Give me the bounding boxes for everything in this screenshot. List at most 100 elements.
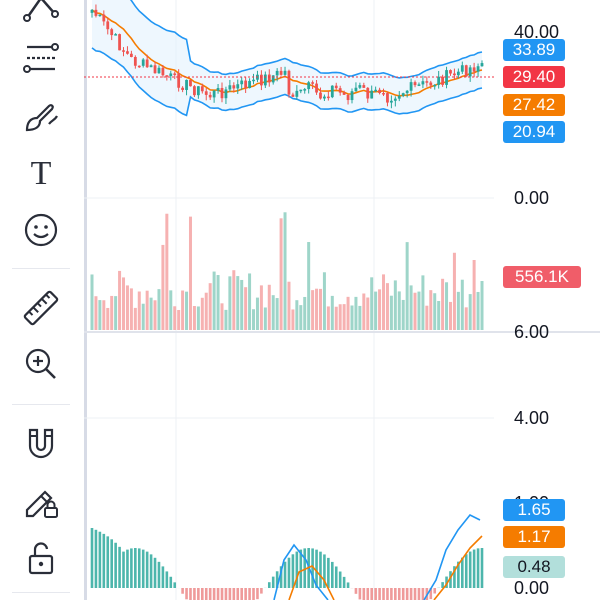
brush-icon <box>25 104 58 132</box>
macd-histogram-bar <box>189 588 192 600</box>
macd-histogram-bar <box>346 582 350 588</box>
bollinger-lower-line <box>91 47 483 117</box>
ruler-icon <box>23 290 59 326</box>
volume-bar <box>188 216 192 330</box>
candle-body <box>216 87 220 91</box>
macd-histogram-bar <box>169 576 173 588</box>
macd-histogram-bar <box>397 588 401 600</box>
candle-body <box>279 70 283 75</box>
candle-body <box>157 67 161 74</box>
macd-histogram-bar <box>338 571 342 588</box>
volume-bar <box>468 294 472 330</box>
volume-bar <box>318 288 322 330</box>
chart-canvas[interactable] <box>84 0 600 600</box>
text-icon: T <box>31 155 52 192</box>
macd-histogram-bar <box>165 571 169 588</box>
smiley-icon <box>24 213 58 247</box>
macd-histogram-bar <box>449 571 452 588</box>
macd-histogram-bar <box>461 557 464 588</box>
volume-bar <box>129 288 133 330</box>
volume-bar <box>291 309 295 330</box>
macd-histogram-bar <box>271 576 275 588</box>
macd-histogram-bar <box>94 529 98 588</box>
candle-body <box>291 94 295 97</box>
candle-body <box>240 80 244 85</box>
volume-bar <box>338 304 342 330</box>
candle-body <box>252 79 255 82</box>
measure-tool[interactable] <box>16 286 66 330</box>
candle-body <box>110 29 114 36</box>
macd-histogram-bar <box>236 588 240 600</box>
zoom-tool[interactable] <box>16 342 66 386</box>
macd-histogram-bar <box>252 588 255 600</box>
upper-band-badge: 33.89 <box>503 39 565 61</box>
candle-body <box>212 90 216 98</box>
volume-bar <box>397 291 401 330</box>
volume-bar <box>389 295 393 330</box>
macd-histogram-bar <box>429 588 433 600</box>
volume-bar <box>405 242 409 330</box>
volume-bar <box>460 279 464 330</box>
text-tool[interactable]: T <box>16 150 66 194</box>
fib-tool[interactable] <box>16 36 66 80</box>
candle-body <box>149 65 153 68</box>
signal-line-segment <box>433 535 483 600</box>
volume-bar <box>322 272 326 330</box>
macd-histogram-bar <box>145 551 149 588</box>
volume-bar <box>216 275 220 330</box>
trend-line-tool[interactable] <box>16 0 66 26</box>
magnet-tool[interactable] <box>16 422 66 466</box>
candle-body <box>161 67 165 76</box>
macd-histogram-bar <box>126 549 129 588</box>
volume-bar <box>196 306 200 330</box>
volume-bar <box>401 299 405 330</box>
lock-drawings-tool[interactable] <box>16 478 66 522</box>
chart-area[interactable]: 40.00 0.00 6.00 4.00 1.00 0.00 <box>84 0 600 600</box>
candle-body <box>181 87 185 90</box>
volume-bar <box>177 309 181 330</box>
volume-bar <box>311 290 315 330</box>
macd-histogram-bar <box>457 561 460 588</box>
macd-histogram-bar <box>204 588 208 600</box>
candle-body <box>472 67 476 72</box>
volume-bar <box>476 291 480 330</box>
macd-line-segment <box>273 543 329 600</box>
candle-body <box>338 88 342 93</box>
candle-body <box>271 75 275 83</box>
macd-histogram-bar <box>267 582 271 588</box>
macd-histogram-bar <box>468 551 472 588</box>
macd-histogram-bar <box>311 548 314 588</box>
volume-bar <box>161 244 165 330</box>
volume-bar <box>417 291 421 330</box>
macd-histogram-bar <box>118 546 121 588</box>
volume-bar <box>145 290 149 330</box>
candle-body <box>145 59 149 68</box>
candle-body <box>122 50 125 52</box>
candle-body <box>397 95 401 99</box>
macd-histogram-bar <box>149 554 153 588</box>
candle-body <box>177 73 181 88</box>
lock-tool[interactable] <box>16 536 66 580</box>
volume-bar <box>334 306 338 330</box>
chart-left-border <box>84 0 87 600</box>
brush-tool[interactable] <box>16 94 66 138</box>
volume-bar <box>275 298 279 330</box>
macd-histogram-bar <box>441 582 444 588</box>
emoji-tool[interactable] <box>16 208 66 252</box>
volume-bar <box>252 309 256 330</box>
candle-body <box>153 65 157 74</box>
macd-histogram-bar <box>394 588 397 600</box>
macd-histogram-bar <box>319 551 322 588</box>
candle-body <box>433 84 437 87</box>
volume-bar <box>94 296 98 330</box>
macd-histogram-bar <box>260 588 263 594</box>
macd-histogram-bar <box>134 548 137 588</box>
candle-body <box>200 86 204 92</box>
volume-bar <box>448 301 452 330</box>
fib-retracement-icon <box>23 43 59 73</box>
macd-histogram-bar <box>386 588 389 600</box>
candle-body <box>295 90 299 97</box>
candle-body <box>413 82 417 86</box>
candle-body <box>169 73 173 77</box>
candle-body <box>453 73 456 76</box>
